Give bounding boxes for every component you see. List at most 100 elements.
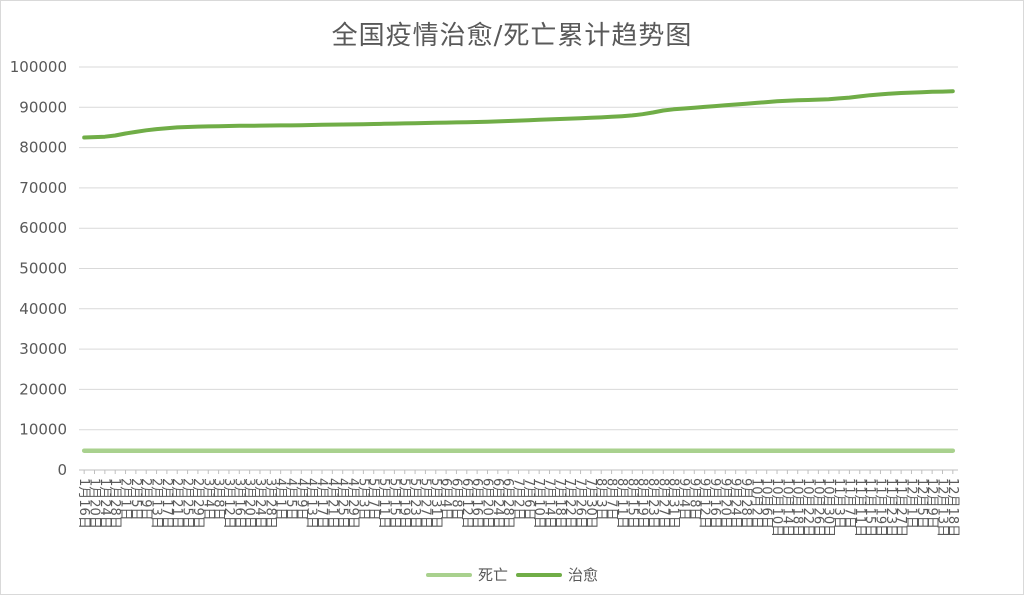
x-tick-label: 11月7日 xyxy=(841,478,856,529)
x-tick-label: 3月12日 xyxy=(221,478,236,529)
x-tick-label: 6月12日 xyxy=(459,478,474,529)
x-tick-label: 1月28日 xyxy=(107,478,122,529)
y-tick-label: 50000 xyxy=(19,260,67,278)
x-tick-label: 4月1日 xyxy=(273,478,288,521)
x-tick-label: 3月4日 xyxy=(200,478,215,521)
x-tick-label: 1月24日 xyxy=(97,478,112,529)
x-tick-label: 1月16日 xyxy=(76,478,91,529)
x-tick-label: 9月20日 xyxy=(717,478,732,529)
x-tick-label: 11月27日 xyxy=(893,478,908,537)
x-tick-label: 8月27日 xyxy=(655,478,670,529)
x-tick-label: 3月28日 xyxy=(262,478,277,529)
x-tick-label: 8月7日 xyxy=(604,478,619,521)
x-tick-label: 9月28日 xyxy=(738,478,753,529)
x-tick-label: 6月24日 xyxy=(490,478,505,529)
x-tick-label: 3月8日 xyxy=(211,478,226,521)
x-tick-label: 8月23日 xyxy=(645,478,660,529)
legend-swatch-death xyxy=(425,572,472,577)
chart-legend: 死亡 治愈 xyxy=(1,564,1023,585)
x-tick-label: 11月15日 xyxy=(862,478,877,537)
x-tick-label: 10月6日 xyxy=(759,478,774,529)
y-tick-label: 60000 xyxy=(19,219,67,237)
x-tick-label: 9月12日 xyxy=(697,478,712,529)
x-tick-label: 10月30日 xyxy=(821,478,836,537)
x-tick-label: 12月9日 xyxy=(924,478,939,529)
x-tick-label: 2月9日 xyxy=(138,478,153,521)
line-chart: 0 10000 20000 30000 40000 50000 60000 70000 8000… xyxy=(10,58,960,537)
x-tick-label: 7月10日 xyxy=(531,478,546,529)
x-tick-label: 11月11日 xyxy=(852,478,867,537)
x-tick-label: 2月17日 xyxy=(159,478,174,529)
y-tick-label: 70000 xyxy=(19,179,67,197)
y-tick-label: 90000 xyxy=(19,98,67,116)
x-tick-label: 8月31日 xyxy=(666,478,681,529)
x-tick-label: 6月4日 xyxy=(438,478,453,521)
x-tick-label: 4月9日 xyxy=(293,478,308,521)
x-tick-label: 7月14日 xyxy=(542,478,557,529)
x-tick-label: 5月23日 xyxy=(407,478,422,529)
x-tick-label: 3月24日 xyxy=(252,478,267,529)
legend-label-cured: 治愈 xyxy=(568,566,599,584)
x-tick-label: 4月13日 xyxy=(304,478,319,529)
x-tick-label: 10月10日 xyxy=(769,478,784,537)
x-tick-label: 5月11日 xyxy=(376,478,391,529)
x-tick-label: 12月13日 xyxy=(934,478,949,537)
x-tick-label: 7月30日 xyxy=(583,478,598,529)
x-tick-label: 12月18日 xyxy=(945,478,960,537)
x-tick-label: 2月21日 xyxy=(169,478,184,529)
x-tick-label: 8月15日 xyxy=(624,478,639,529)
x-tick-label: 2月29日 xyxy=(190,478,205,529)
x-tick-label: 11月3日 xyxy=(831,478,846,529)
y-tick-label: 100000 xyxy=(10,58,67,76)
x-tick-label: 3月16日 xyxy=(231,478,246,529)
series-line-cured xyxy=(82,89,955,140)
x-tick-label: 5月19日 xyxy=(397,478,412,529)
x-tick-label: 10月22日 xyxy=(800,478,815,537)
x-tick-label: 7月18日 xyxy=(552,478,567,529)
chart-title: 全国疫情治愈/死亡累计趋势图 xyxy=(331,21,693,51)
x-tick-label: 9月24日 xyxy=(728,478,743,529)
legend-item-cured: 治愈 xyxy=(516,564,598,585)
x-tick-label: 3月20日 xyxy=(242,478,257,529)
x-tick-label: 6月16日 xyxy=(469,478,484,529)
y-tick-label: 40000 xyxy=(19,300,67,318)
x-tick-label: 9月8日 xyxy=(686,478,701,521)
x-tick-label: 7月22日 xyxy=(562,478,577,529)
y-tick-label: 0 xyxy=(57,461,67,479)
x-tick-label: 11月19日 xyxy=(872,478,887,537)
x-tick-label: 2月25日 xyxy=(180,478,195,529)
legend-swatch-cured xyxy=(516,572,562,577)
y-tick-label: 30000 xyxy=(19,340,67,358)
x-tick-label: 11月23日 xyxy=(883,478,898,537)
x-tick-label: 5月15日 xyxy=(386,478,401,529)
y-tick-label: 10000 xyxy=(19,421,67,439)
x-tick-label: 7月2日 xyxy=(511,478,526,521)
x-tick-label: 10月2日 xyxy=(748,478,763,529)
x-tick-label: 6月28日 xyxy=(500,478,515,529)
x-tick-label: 8月19日 xyxy=(635,478,650,529)
x-tick-label: 10月18日 xyxy=(790,478,805,537)
x-tick-label: 4月21日 xyxy=(324,478,339,529)
x-tick-label: 2月1日 xyxy=(118,478,133,521)
x-tick-label: 12月5日 xyxy=(914,478,929,529)
y-tick-label: 20000 xyxy=(19,380,67,398)
x-tick-label: 7月26日 xyxy=(573,478,588,529)
x-tick-label: 1月20日 xyxy=(87,478,102,529)
x-tick-label: 4月29日 xyxy=(345,478,360,529)
x-tick-label: 12月1日 xyxy=(903,478,918,529)
x-tick-label: 5月3日 xyxy=(355,478,370,521)
x-tick-label: 5月27日 xyxy=(417,478,432,529)
legend-label-death: 死亡 xyxy=(477,566,508,584)
y-tick-label: 80000 xyxy=(19,139,67,157)
x-tick-label: 2月5日 xyxy=(128,478,143,521)
x-tick-label: 2月13日 xyxy=(149,478,164,529)
x-tick-label: 4月17日 xyxy=(314,478,329,529)
x-tick-label: 6月8日 xyxy=(448,478,463,521)
x-tick-label: 4月5日 xyxy=(283,478,298,521)
x-tick-label: 8月11日 xyxy=(614,478,629,529)
x-tick-label: 6月20日 xyxy=(479,478,494,529)
x-tick-label: 9月16日 xyxy=(707,478,722,529)
x-tick-label: 7月6日 xyxy=(521,478,536,521)
x-tick-label: 8月3日 xyxy=(593,478,608,521)
